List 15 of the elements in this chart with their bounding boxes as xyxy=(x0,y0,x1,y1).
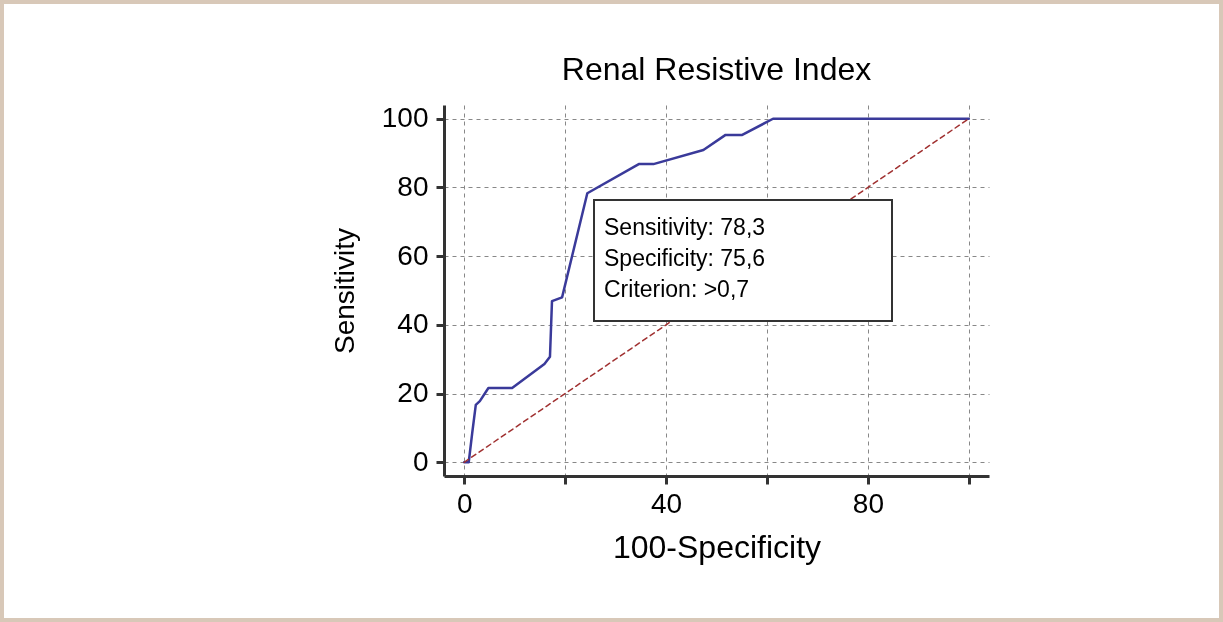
annotation: Criterion: >0,7 xyxy=(604,276,750,302)
x-axis-title: 100-Specificity xyxy=(612,528,822,565)
x-tick-label: 80 xyxy=(852,487,884,519)
y-tick-label: 20 xyxy=(397,377,429,409)
y-tick-label: 0 xyxy=(412,445,429,477)
x-tick-label: 40 xyxy=(650,487,683,519)
y-axis-title: Sensitivity xyxy=(328,227,360,355)
annotation: Sensitivity: 78,3 xyxy=(604,214,766,240)
y-tick-label: 40 xyxy=(397,308,429,340)
y-tick-label: 80 xyxy=(397,170,429,202)
chart-title: Renal Resistive Index xyxy=(561,50,872,87)
annotation: Specificity: 75,6 xyxy=(604,245,766,271)
y-tick-label: 60 xyxy=(397,239,429,271)
y-tick-label: 100 xyxy=(381,102,429,134)
x-tick-label: 0 xyxy=(456,487,473,519)
